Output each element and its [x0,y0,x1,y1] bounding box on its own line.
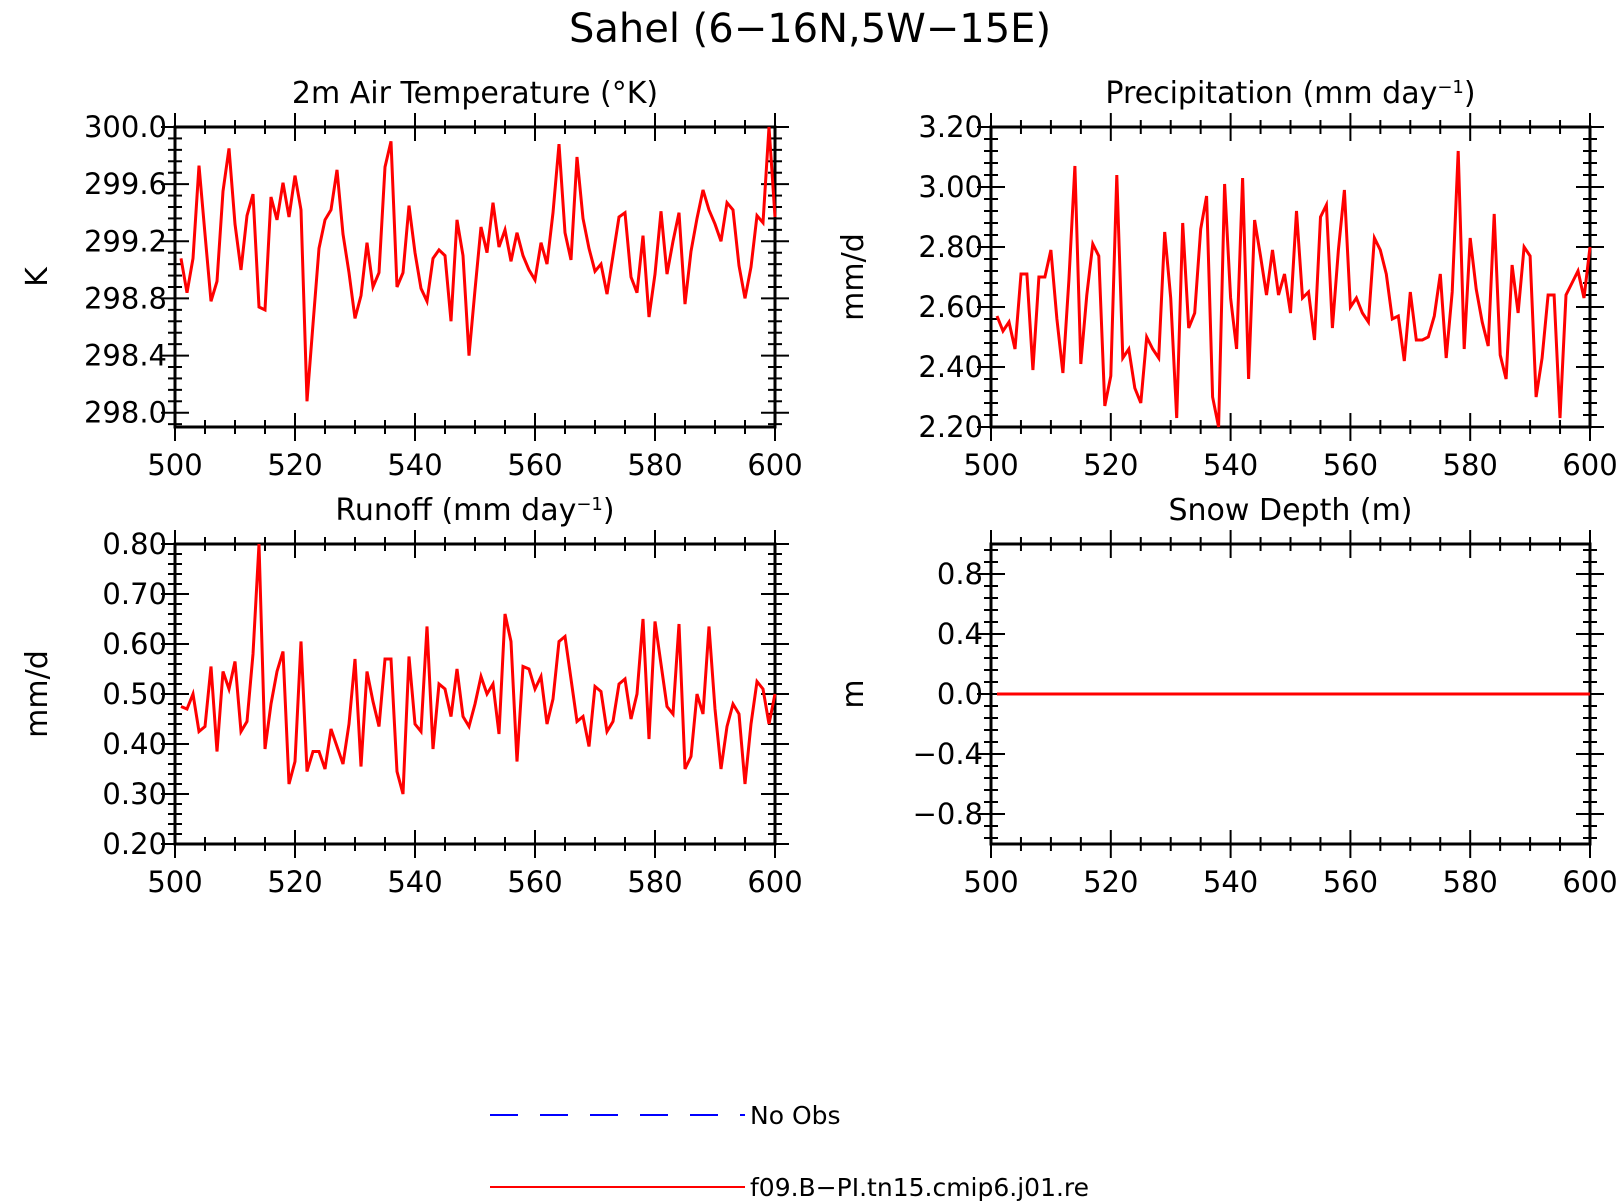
precipitation-ticks [977,113,1604,441]
panel-runoff: Runoff (mm day−1) mm/d 500 520 540 560 580 600 0… [20,493,803,899]
legend: No Obs f09.B−PI.tn15.cmip6.j01.re [490,1101,1089,1202]
runoff-y-axis-label: mm/d [20,650,55,738]
snow-depth-y-tick-label: −0.4 [913,737,983,771]
air-temperature-y-tick-label: 298.8 [84,281,167,315]
snow-depth-x-tick-label: 560 [1323,865,1378,899]
precipitation-x-tick-label: 500 [963,448,1018,482]
snow-depth-x-tick-label: 520 [1083,865,1138,899]
runoff-x-tick-label: 520 [267,865,322,899]
runoff-series-line [180,543,777,795]
runoff-title: Runoff (mm day−1) [335,493,614,528]
precipitation-y-axis-label: mm/d [836,233,871,321]
precipitation-x-tick-label: 540 [1203,448,1258,482]
runoff-y-tick-label: 0.40 [102,727,167,761]
precipitation-y-tick-label: 2.40 [918,350,983,384]
snow-depth-x-tick-label: 580 [1443,865,1498,899]
precipitation-series-line [995,150,1592,428]
air-temperature-x-tick-label: 580 [627,448,682,482]
runoff-y-tick-label: 0.70 [102,577,167,611]
runoff-x-tick-label: 580 [627,865,682,899]
legend-label-model: f09.B−PI.tn15.cmip6.j01.re [750,1173,1089,1202]
precipitation-x-tick-label: 580 [1443,448,1498,482]
panel-precipitation: Precipitation (mm day−1) mm/d 500 520 540 560… [836,76,1618,482]
precipitation-title: Precipitation (mm day−1) [1105,76,1475,111]
air-temperature-series-line [179,126,777,402]
precipitation-x-tick-label: 560 [1323,448,1378,482]
snow-depth-y-tick-label: 0.4 [937,617,983,651]
snow-depth-x-tick-label: 540 [1203,865,1258,899]
panel-snow-depth: Snow Depth (m) m 500 520 540 560 580 600 −0.8 −0.… [836,493,1618,899]
runoff-y-tick-label: 0.30 [102,777,167,811]
precipitation-y-tick-label: 2.20 [918,410,983,444]
runoff-y-tick-label: 0.50 [102,677,167,711]
air-temperature-plot-frame [173,125,777,429]
precipitation-y-tick-label: 3.20 [918,110,983,144]
runoff-y-tick-label: 0.60 [102,627,167,661]
snow-depth-y-tick-label: 0.0 [937,677,983,711]
runoff-y-tick-label: 0.20 [102,827,167,861]
snow-depth-title: Snow Depth (m) [1168,493,1412,528]
precipitation-y-tick-label: 3.00 [918,170,983,204]
snow-depth-y-axis-label: m [836,679,871,708]
air-temperature-x-tick-label: 500 [147,448,202,482]
legend-label-no-obs: No Obs [750,1101,841,1130]
air-temperature-x-tick-label: 520 [267,448,322,482]
runoff-plot-frame [173,542,777,846]
air-temperature-y-tick-label: 300.0 [84,110,167,144]
runoff-ticks [161,530,789,858]
runoff-x-tick-label: 540 [387,865,442,899]
air-temperature-x-tick-label: 600 [747,448,802,482]
runoff-x-tick-label: 560 [507,865,562,899]
air-temperature-x-tick-label: 560 [507,448,562,482]
runoff-x-tick-label: 500 [147,865,202,899]
precipitation-plot-frame [989,125,1592,429]
snow-depth-y-tick-label: −0.8 [913,797,983,831]
air-temperature-x-tick-label: 540 [387,448,442,482]
precipitation-x-tick-label: 520 [1083,448,1138,482]
air-temperature-y-tick-label: 298.4 [84,339,167,373]
air-temperature-title: 2m Air Temperature (°K) [292,76,658,111]
snow-depth-x-tick-label: 500 [963,865,1018,899]
air-temperature-y-tick-label: 299.2 [84,224,167,258]
precipitation-x-tick-label: 600 [1562,448,1617,482]
panel-air-temperature: 2m Air Temperature (°K) K 500 520 540 560 580 6… [20,76,803,482]
figure-title: Sahel (6−16N,5W−15E) [569,6,1051,52]
air-temperature-y-tick-label: 299.6 [84,167,167,201]
air-temperature-y-axis-label: K [20,266,55,287]
precipitation-y-tick-label: 2.60 [918,290,983,324]
snow-depth-x-tick-label: 600 [1562,865,1617,899]
runoff-y-tick-label: 0.80 [102,527,167,561]
runoff-x-tick-label: 600 [747,865,802,899]
snow-depth-y-tick-label: 0.8 [937,557,983,591]
air-temperature-y-tick-label: 298.0 [84,396,167,430]
precipitation-y-tick-label: 2.80 [918,230,983,264]
